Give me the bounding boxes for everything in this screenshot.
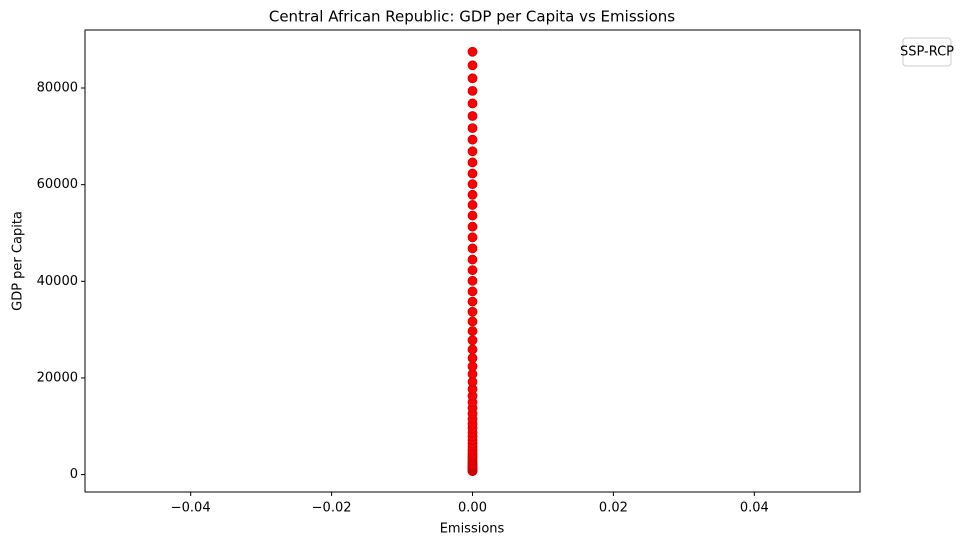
x-tick-label: 0.02	[599, 501, 628, 516]
x-tick-label: 0.04	[740, 501, 769, 516]
x-tick-label: 0.00	[458, 501, 487, 516]
point	[467, 306, 478, 317]
point	[467, 286, 478, 297]
point	[467, 296, 478, 307]
x-tick-label: −0.02	[312, 501, 352, 516]
y-tick-label: 80000	[37, 80, 78, 95]
chart-title: Central African Republic: GDP per Capita…	[269, 8, 675, 26]
point	[467, 60, 478, 71]
point	[467, 134, 478, 145]
point	[467, 221, 478, 232]
point	[467, 316, 478, 327]
point	[467, 157, 478, 168]
legend-box	[902, 37, 952, 67]
point	[467, 265, 478, 276]
x-axis-label: Emissions	[440, 522, 505, 537]
point	[467, 254, 478, 265]
point	[467, 46, 478, 57]
point	[467, 326, 478, 336]
x-tick-label: −0.04	[171, 501, 211, 516]
y-axis-label: GDP per Capita	[11, 211, 26, 311]
plot-frame	[84, 29, 861, 493]
legend-title: SSP-RCP	[900, 45, 954, 60]
y-tick-label: 60000	[37, 177, 78, 192]
y-tick-label: 40000	[37, 274, 78, 289]
point	[467, 200, 478, 210]
point	[467, 146, 478, 157]
point	[467, 361, 478, 372]
point	[467, 85, 478, 96]
point	[467, 275, 478, 286]
y-tick-label: 20000	[37, 370, 78, 385]
point	[467, 179, 478, 190]
point	[467, 168, 478, 179]
point	[467, 210, 478, 221]
point	[467, 73, 478, 84]
point	[467, 335, 478, 346]
point	[467, 344, 478, 355]
point	[467, 111, 478, 121]
point	[467, 189, 478, 200]
point	[467, 123, 478, 134]
point	[467, 243, 478, 254]
point	[467, 98, 478, 109]
point	[467, 353, 478, 364]
y-tick-label: 0	[70, 467, 78, 482]
point	[467, 232, 478, 243]
